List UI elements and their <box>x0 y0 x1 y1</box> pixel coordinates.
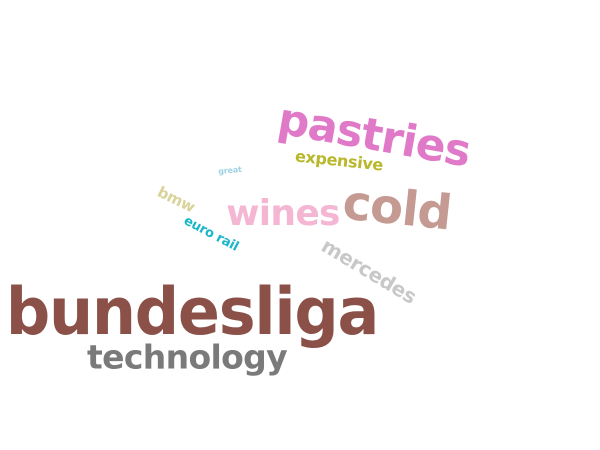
word-technology: technology <box>87 337 288 377</box>
word-bundesliga: bundesliga <box>5 273 380 350</box>
word-cold: cold <box>340 174 454 242</box>
word-wines: wines <box>226 193 340 234</box>
word-bmw: bmw <box>154 182 198 217</box>
word-great: great <box>217 164 243 177</box>
